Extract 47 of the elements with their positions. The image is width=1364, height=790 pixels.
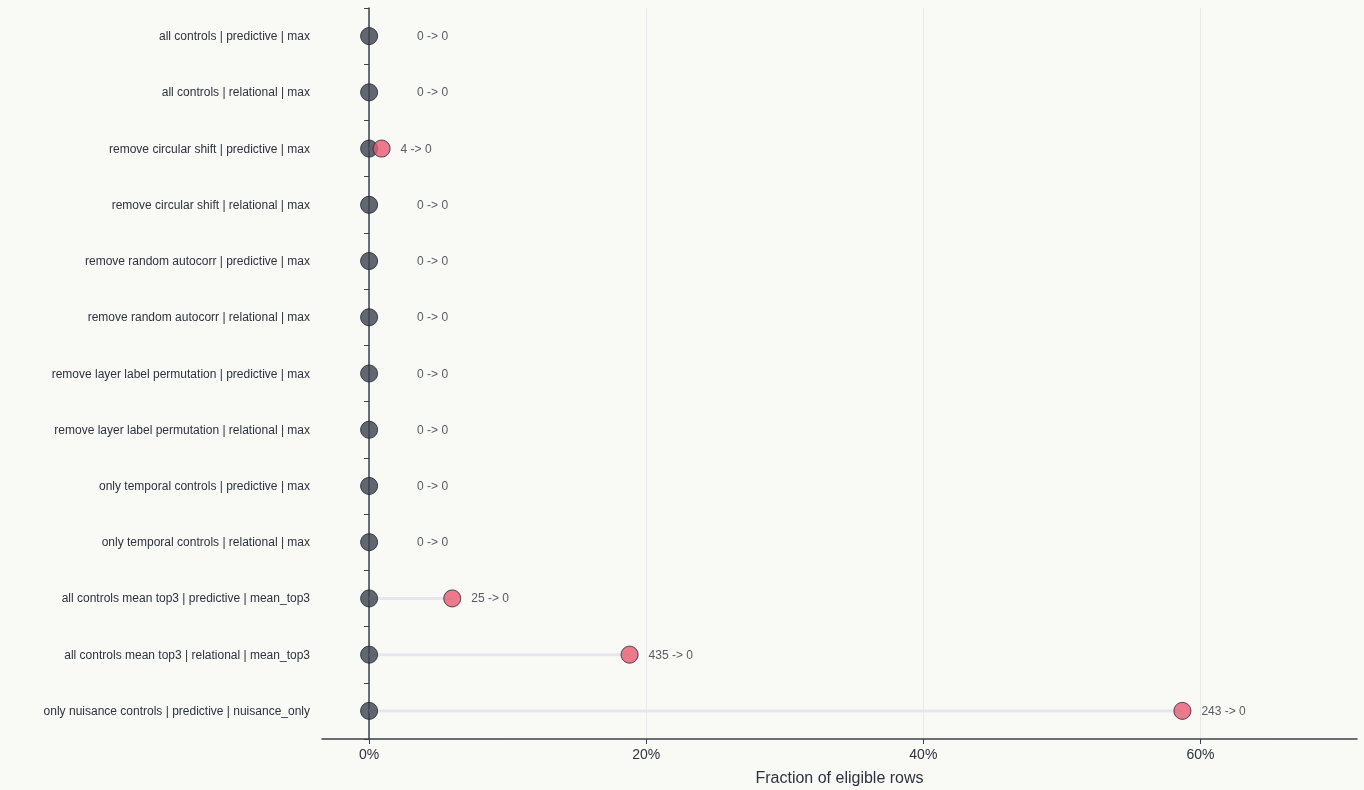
point (360, 83, 379, 102)
x-tick-label: 0% (358, 746, 380, 762)
data-label: 243 -> 0 (1201, 703, 1247, 718)
point (620, 645, 639, 664)
point (360, 252, 379, 271)
point (360, 364, 379, 383)
point (360, 533, 379, 552)
point (360, 420, 379, 439)
point (360, 27, 379, 46)
data-label: 435 -> 0 (648, 647, 694, 662)
y-tick-label: remove layer label permutation | relational | max (54, 422, 310, 437)
y-tick-label: only temporal controls | relational | max (101, 535, 310, 550)
point (1173, 701, 1192, 720)
x-tick-label: 40% (909, 746, 938, 762)
point (372, 139, 391, 158)
y-tick-label: remove random autocorr | predictive | max (85, 254, 310, 269)
data-label: 25 -> 0 (471, 591, 510, 606)
point (443, 589, 462, 608)
point (360, 645, 379, 664)
y-tick-label: remove circular shift | predictive | max (109, 141, 310, 156)
text: 0 -> 0 (417, 422, 449, 437)
point (360, 476, 379, 495)
text: 0 -> 0 (417, 29, 449, 44)
y-tick-label: all controls | predictive | max (159, 29, 310, 44)
text: 0 -> 0 (417, 197, 449, 212)
point (360, 589, 379, 608)
y-tick-label: all controls mean top3 | predictive | mean_top3 (61, 591, 311, 606)
point (360, 701, 379, 720)
y-tick-label: remove circular shift | relational | max (111, 197, 310, 212)
text: 0 -> 0 (417, 310, 449, 325)
y-tick-label: all controls mean top3 | relational | mean_top3 (64, 647, 311, 662)
y-tick-label: remove random autocorr | relational | max (87, 310, 310, 325)
x-tick-label: 60% (1186, 746, 1215, 762)
point (360, 195, 379, 214)
x-tick-label: 20% (632, 746, 661, 762)
y-tick-label: remove layer label permutation | predictive | max (51, 366, 310, 381)
text: 0 -> 0 (417, 366, 449, 381)
y-tick-label: only temporal controls | predictive | max (99, 478, 310, 493)
text: 0 -> 0 (417, 85, 449, 100)
text: 0 -> 0 (417, 254, 449, 269)
y-tick-label: only nuisance controls | predictive | nuisance_only (43, 703, 310, 718)
x-axis-title: Fraction of eligible rows (755, 768, 924, 786)
y-tick-label: all controls | relational | max (161, 85, 310, 100)
point (360, 308, 379, 327)
text: 0 -> 0 (417, 478, 449, 493)
text: 0 -> 0 (417, 535, 449, 550)
data-label: 4 -> 0 (400, 141, 432, 156)
